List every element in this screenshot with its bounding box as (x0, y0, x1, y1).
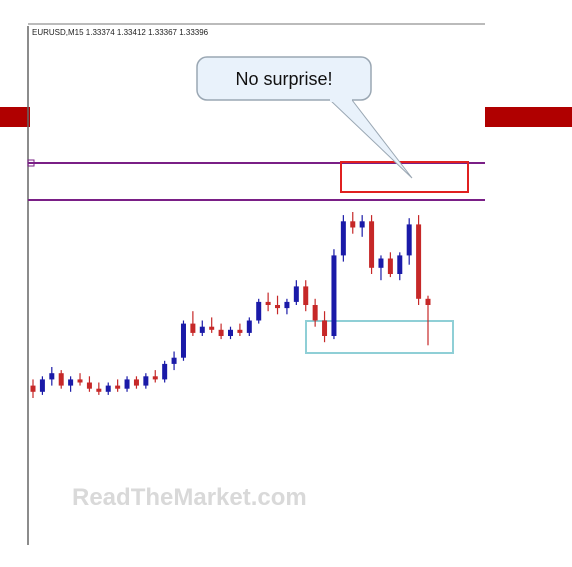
candle-body (387, 258, 393, 274)
candle-body (369, 221, 375, 268)
candle-body (115, 385, 121, 389)
candle-body (49, 373, 55, 380)
candle-body (180, 323, 186, 358)
left-banner (0, 107, 30, 127)
candle-body (30, 385, 36, 392)
candle-body (162, 363, 168, 380)
candle-body (312, 305, 318, 321)
candle-body (350, 221, 356, 228)
bottom-zone-box (305, 320, 454, 354)
right-banner (485, 107, 572, 127)
candle-body (86, 382, 92, 389)
candle-body (331, 255, 337, 336)
candle-body (124, 379, 130, 389)
candle-body (77, 379, 83, 383)
watermark-text: ReadTheMarket.com (72, 484, 307, 511)
candle-body (293, 286, 299, 302)
candle-body (397, 255, 403, 274)
candle-body (322, 320, 328, 336)
top-zone-box (340, 161, 469, 193)
callout-pointer-icon (328, 99, 413, 179)
candle-body (152, 376, 158, 380)
candle-body (143, 376, 149, 386)
candle-body (190, 323, 196, 333)
candle-body (171, 357, 177, 364)
candle-body (359, 221, 365, 228)
candle-body (237, 329, 243, 333)
candle-body (416, 224, 422, 299)
candle-body (256, 301, 262, 321)
candle-body (68, 379, 74, 386)
candle-body (378, 258, 384, 268)
candle-body (284, 301, 290, 309)
candle-body (265, 301, 271, 305)
candle-body (209, 326, 215, 330)
candle-body (425, 298, 431, 305)
candle-body (133, 379, 139, 386)
candle-body (105, 385, 111, 392)
candles-group (30, 212, 431, 398)
candle-body (228, 329, 233, 336)
candle-body (58, 373, 64, 386)
callout-text: No surprise! (235, 69, 332, 89)
candle-body (275, 305, 281, 309)
candle-body (406, 224, 412, 256)
candle-body (246, 320, 252, 333)
symbol-header: EURUSD,M15 1.33374 1.33412 1.33367 1.333… (32, 28, 209, 37)
callout-bubble (196, 56, 372, 101)
resistance-handle[interactable] (27, 159, 35, 167)
candle-body (340, 221, 346, 256)
candle-body (303, 286, 309, 305)
candle-body (218, 329, 224, 336)
candle-body (96, 388, 102, 392)
callout-shadow-cover (330, 96, 352, 102)
candle-body (199, 326, 205, 333)
candle-body (39, 379, 45, 392)
